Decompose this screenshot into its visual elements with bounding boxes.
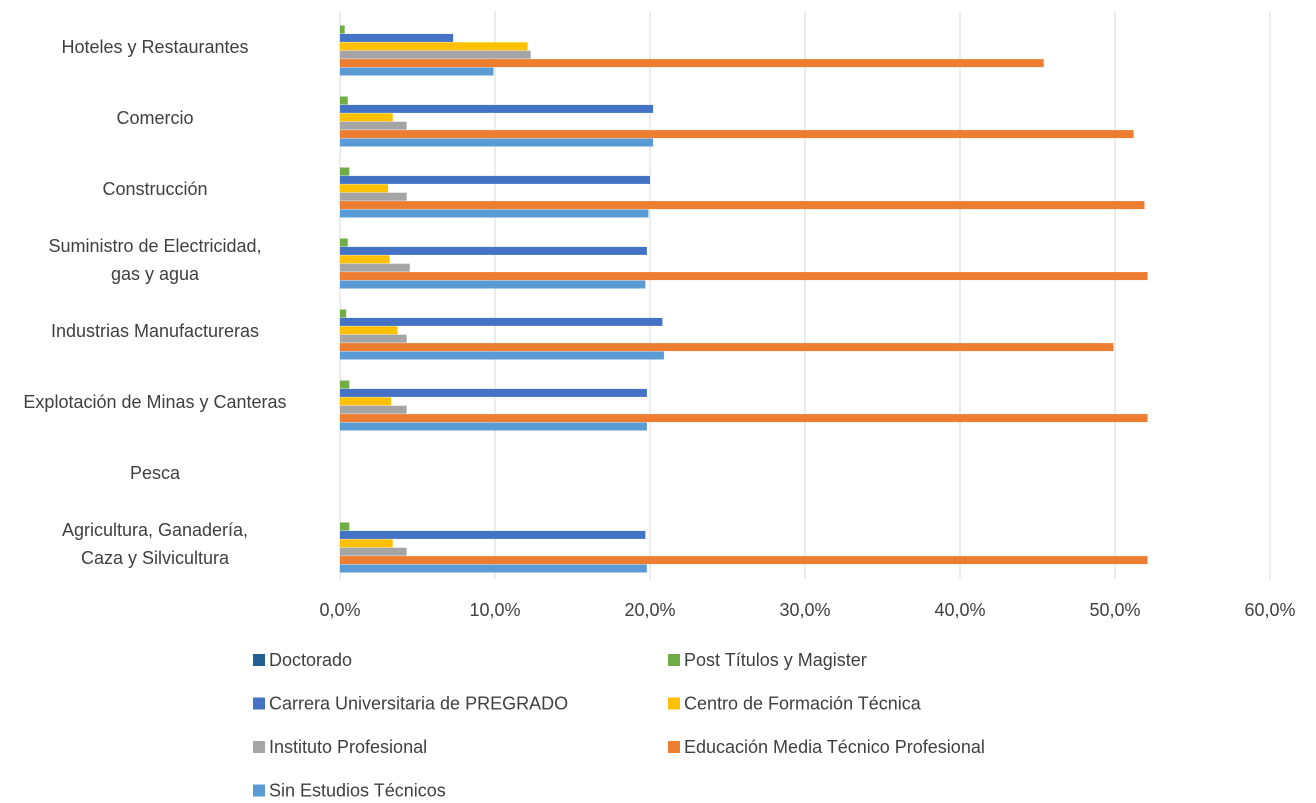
bar bbox=[340, 343, 1114, 352]
legend-label: Carrera Universitaria de PREGRADO bbox=[269, 693, 568, 713]
bar bbox=[340, 246, 647, 255]
bar bbox=[340, 422, 647, 431]
bar bbox=[340, 238, 348, 247]
x-tick-label: 20,0% bbox=[624, 600, 675, 620]
bar bbox=[340, 59, 1044, 68]
x-tick-label: 40,0% bbox=[934, 600, 985, 620]
legend-swatch bbox=[668, 654, 680, 666]
x-tick-label: 50,0% bbox=[1089, 600, 1140, 620]
x-tick-label: 10,0% bbox=[469, 600, 520, 620]
bar bbox=[340, 351, 664, 360]
y-tick-label: Explotación de Minas y Canteras bbox=[23, 391, 287, 412]
bar bbox=[340, 547, 407, 556]
legend-swatch bbox=[253, 654, 265, 666]
bar bbox=[340, 67, 494, 76]
bar bbox=[340, 539, 393, 548]
bar bbox=[340, 397, 392, 406]
bar bbox=[340, 405, 407, 414]
bar bbox=[340, 167, 350, 176]
legend-swatch bbox=[253, 697, 265, 710]
bar bbox=[340, 556, 1148, 565]
bar bbox=[340, 96, 348, 105]
y-tick-label: Agricultura, Ganadería, Caza y Silvicult… bbox=[61, 519, 249, 568]
bar bbox=[340, 201, 1145, 210]
y-tick-label: Comercio bbox=[116, 107, 194, 128]
x-tick-label: 60,0% bbox=[1244, 600, 1295, 620]
bar bbox=[340, 564, 647, 573]
y-tick-label: Suministro de Electricidad, gas y agua bbox=[48, 235, 262, 284]
bar bbox=[340, 175, 650, 184]
x-tick-label: 0,0% bbox=[319, 600, 360, 620]
bar bbox=[340, 255, 390, 264]
bar bbox=[340, 130, 1134, 139]
legend-label: Instituto Profesional bbox=[269, 737, 427, 757]
bar bbox=[340, 50, 531, 59]
bar bbox=[340, 209, 649, 218]
bar bbox=[340, 113, 393, 122]
bar bbox=[340, 414, 1148, 423]
bar bbox=[340, 33, 454, 42]
bar bbox=[340, 388, 647, 397]
y-tick-label: Hoteles y Restaurantes bbox=[61, 36, 249, 57]
bar bbox=[340, 326, 398, 335]
legend-label: Centro de Formación Técnica bbox=[684, 693, 922, 713]
bar bbox=[340, 522, 350, 531]
bar bbox=[340, 334, 407, 343]
legend-swatch bbox=[668, 697, 680, 710]
bar bbox=[340, 138, 654, 147]
bar bbox=[340, 192, 407, 201]
bar bbox=[340, 380, 350, 389]
bar bbox=[340, 184, 389, 193]
legend-swatch bbox=[253, 784, 265, 797]
legend-label: Educación Media Técnico Profesional bbox=[684, 737, 985, 757]
legend-label: Doctorado bbox=[269, 650, 352, 670]
y-tick-label: Industrias Manufactureras bbox=[50, 320, 260, 341]
bar bbox=[340, 263, 410, 272]
bar bbox=[340, 309, 347, 318]
bar bbox=[340, 272, 1148, 281]
x-tick-label: 30,0% bbox=[779, 600, 830, 620]
bar bbox=[340, 121, 407, 130]
bar bbox=[340, 317, 663, 326]
bar bbox=[340, 42, 528, 51]
legend-label: Sin Estudios Técnicos bbox=[269, 780, 446, 800]
bar bbox=[340, 25, 345, 34]
y-tick-label: Pesca bbox=[129, 462, 181, 483]
bar bbox=[340, 104, 654, 113]
y-tick-label: Construcción bbox=[102, 178, 208, 199]
bar bbox=[340, 530, 646, 539]
legend-label: Post Títulos y Magister bbox=[684, 650, 867, 670]
bar bbox=[340, 280, 646, 289]
legend-swatch bbox=[668, 741, 680, 753]
legend-swatch bbox=[253, 741, 265, 753]
